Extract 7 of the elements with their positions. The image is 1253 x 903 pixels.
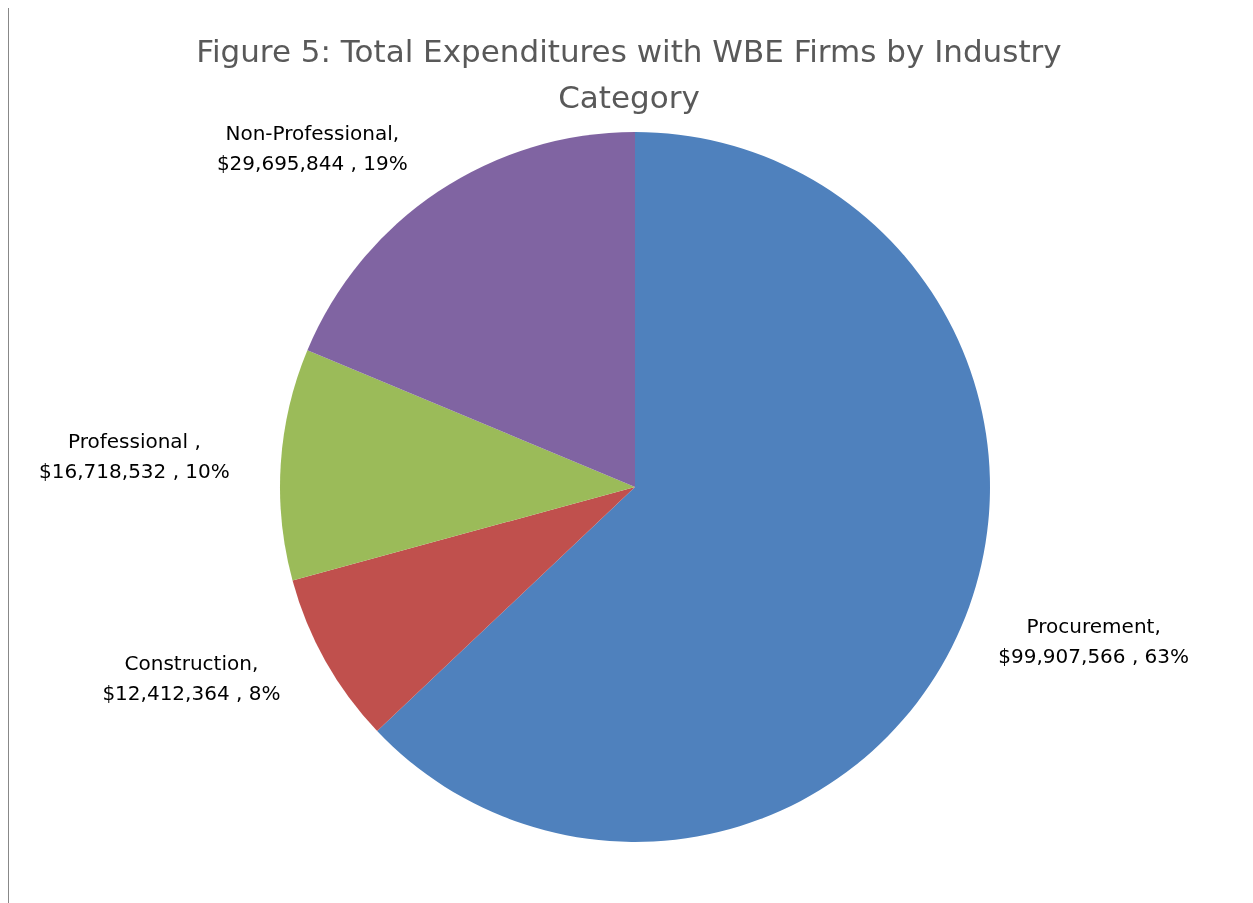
pie-slice [292, 487, 635, 731]
chart-title: Figure 5: Total Expenditures with WBE Firms by Industry Category [195, 32, 1063, 117]
pie-slice [280, 350, 635, 581]
slice-label: Non-Professional, $29,695,844 , 19% [216, 121, 408, 176]
slice-label: Professional , $16,718,532 , 10% [39, 429, 230, 484]
slice-label: Procurement, $99,907,566 , 63% [998, 613, 1190, 668]
slice-label: Construction, $12,412,364 , 8% [102, 651, 281, 706]
